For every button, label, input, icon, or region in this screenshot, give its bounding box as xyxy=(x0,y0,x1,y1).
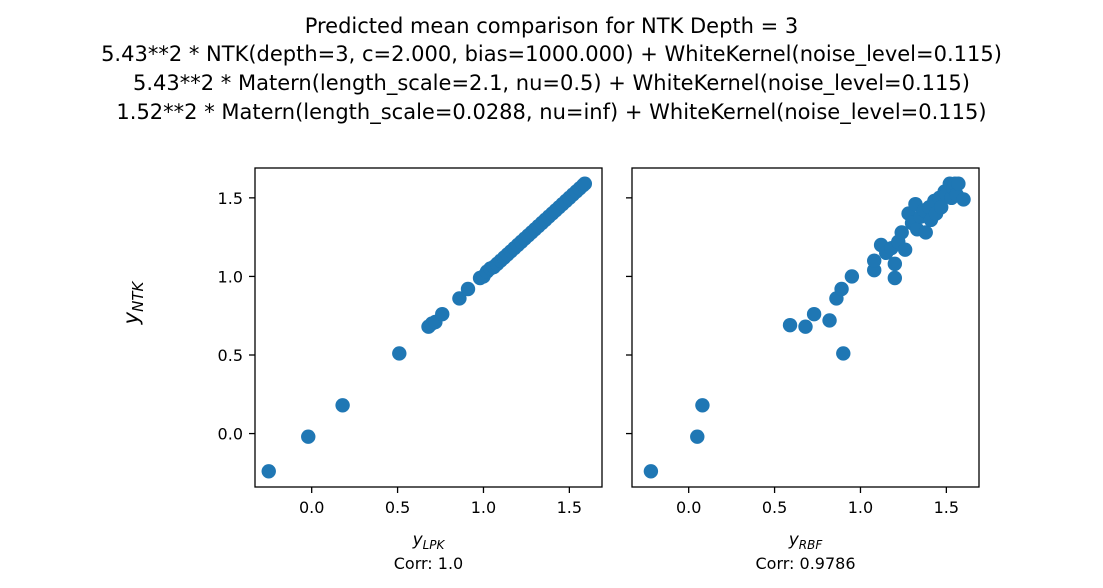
data-point xyxy=(798,319,813,334)
figure-title: Predicted mean comparison for NTK Depth … xyxy=(101,14,1002,125)
x-tick-label: 1.0 xyxy=(471,498,496,517)
data-point xyxy=(690,429,705,444)
x-axis-label: yRBF xyxy=(788,530,824,552)
x-tick-label: 0.5 xyxy=(762,498,787,517)
data-point xyxy=(894,225,909,240)
x-tick-label: 1.5 xyxy=(557,498,582,517)
data-point xyxy=(887,270,903,286)
y-tick-label: 0.5 xyxy=(218,346,243,365)
data-point xyxy=(392,346,407,361)
data-point xyxy=(806,306,822,322)
data-point xyxy=(956,192,971,207)
data-point xyxy=(934,200,949,215)
x-axis-label-main: y xyxy=(412,530,424,550)
data-point xyxy=(452,291,467,306)
x-tick-label: 0.0 xyxy=(299,498,324,517)
x-axis-label-sub: LPK xyxy=(423,538,446,552)
data-point xyxy=(897,242,913,257)
data-point xyxy=(836,346,851,361)
data-point xyxy=(951,176,966,191)
y-tick-label: 1.0 xyxy=(218,267,243,286)
plot-frame xyxy=(631,167,980,488)
title-line-2: 5.43**2 * NTK(depth=3, c=2.000, bias=100… xyxy=(101,42,1002,67)
correlation-caption: Corr: 0.9786 xyxy=(755,554,855,573)
plot-frame xyxy=(254,167,603,488)
data-point xyxy=(887,256,903,272)
x-axis-label-main: y xyxy=(788,530,800,550)
y-axis-label: yNTK xyxy=(119,281,147,326)
data-point xyxy=(782,317,798,333)
y-tick-label: 1.5 xyxy=(218,189,243,208)
data-point xyxy=(695,398,710,413)
scatter-panel-rbf: 0.0 0.5 1.0 1.5 yRBF Corr: 0.9786 xyxy=(626,167,980,573)
data-point xyxy=(301,429,316,444)
data-point xyxy=(460,281,476,297)
data-point xyxy=(261,464,276,479)
y-axis-label-main: y xyxy=(119,311,143,325)
x-axis-label: yLPK xyxy=(412,530,446,552)
data-point xyxy=(435,306,450,322)
data-point xyxy=(867,253,882,268)
title-line-4: 1.52**2 * Matern(length_scale=0.0288, nu… xyxy=(116,100,986,125)
data-point xyxy=(918,225,933,240)
data-point xyxy=(577,176,593,191)
x-tick-label: 1.5 xyxy=(934,498,959,517)
data-point xyxy=(643,464,659,479)
scatter-panel-lpk: 0.0 0.5 1.0 1.5 0.0 0.5 1.0 1.5 yLPK Corr: 1.0 xyxy=(218,167,603,573)
y-axis-label-sub: NTK xyxy=(129,281,147,312)
y-tick-label: 0.0 xyxy=(218,425,243,444)
data-point xyxy=(834,281,849,297)
x-axis-label-sub: RBF xyxy=(799,538,824,552)
x-tick-label: 0.5 xyxy=(385,498,410,517)
title-line-3: 5.43**2 * Matern(length_scale=2.1, nu=0.… xyxy=(133,71,970,96)
x-tick-label: 1.0 xyxy=(848,498,873,517)
title-line-1: Predicted mean comparison for NTK Depth … xyxy=(305,14,799,38)
correlation-caption: Corr: 1.0 xyxy=(394,554,463,573)
data-point xyxy=(844,269,860,284)
data-point xyxy=(335,398,350,413)
x-tick-label: 0.0 xyxy=(676,498,701,517)
y-axis-label-text: yNTK xyxy=(119,281,147,326)
data-point xyxy=(822,313,837,328)
